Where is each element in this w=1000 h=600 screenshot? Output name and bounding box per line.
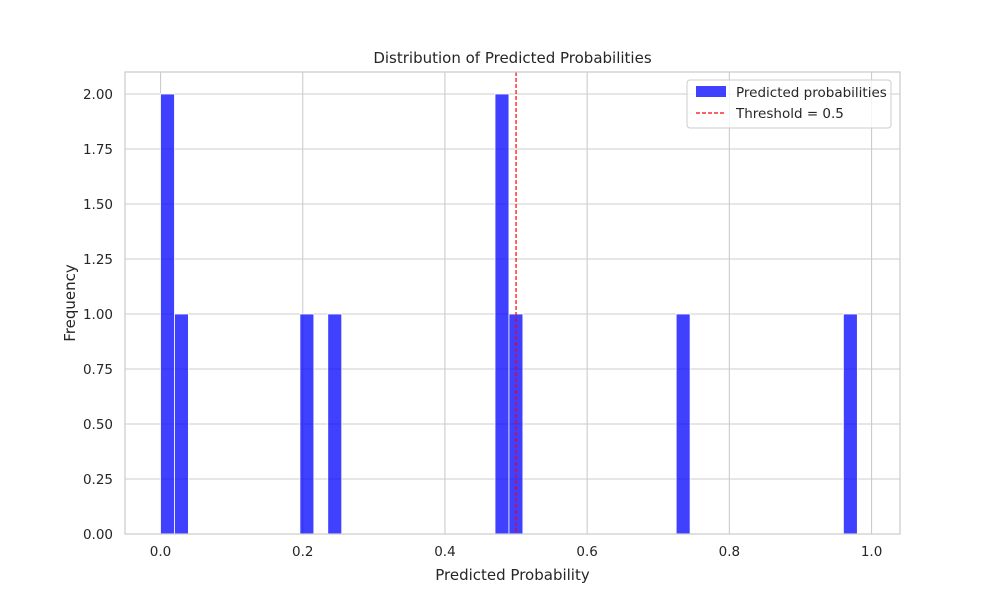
histogram-bar — [843, 313, 858, 535]
y-tick-label: 2.00 — [83, 87, 113, 103]
x-tick-labels: 0.0 0.2 0.4 0.6 0.8 1.0 — [150, 544, 882, 560]
x-tick-label: 0.4 — [434, 544, 455, 560]
histogram-bar — [299, 313, 315, 535]
y-tick-label: 0.75 — [83, 362, 113, 378]
y-tick-label: 1.75 — [83, 142, 113, 158]
y-tick-label: 1.25 — [83, 252, 113, 268]
histogram-bar — [675, 313, 691, 535]
legend-label-threshold: Threshold = 0.5 — [735, 106, 844, 122]
legend: Predicted probabilities Threshold = 0.5 — [686, 79, 892, 129]
grid-layer — [125, 72, 900, 535]
histogram-bar — [327, 313, 343, 535]
x-tick-label: 1.0 — [861, 544, 882, 560]
y-tick-label: 0.50 — [83, 417, 113, 433]
histogram-bar — [494, 93, 510, 535]
y-tick-label: 1.50 — [83, 197, 113, 213]
y-axis-label: Frequency — [61, 264, 79, 342]
legend-box — [686, 79, 892, 129]
legend-label-predicted-probabilities: Predicted probabilities — [736, 85, 887, 101]
x-tick-label: 0.0 — [150, 544, 171, 560]
x-tick-label: 0.6 — [576, 544, 597, 560]
legend-swatch-predicted-probabilities — [696, 86, 726, 97]
x-axis-label: Predicted Probability — [435, 566, 590, 584]
chart-title: Distribution of Predicted Probabilities — [373, 49, 651, 67]
histogram-bar — [160, 93, 175, 535]
y-tick-label: 0.25 — [83, 472, 113, 488]
x-tick-label: 0.2 — [292, 544, 313, 560]
histogram-bar — [174, 313, 189, 535]
y-tick-labels: 0.00 0.25 0.50 0.75 1.00 1.25 1.50 1.75 2.00 — [83, 87, 113, 543]
x-tick-label: 0.8 — [719, 544, 740, 560]
y-tick-label: 1.00 — [83, 307, 113, 323]
plot-frame — [124, 71, 901, 535]
y-tick-label: 0.00 — [83, 527, 113, 543]
